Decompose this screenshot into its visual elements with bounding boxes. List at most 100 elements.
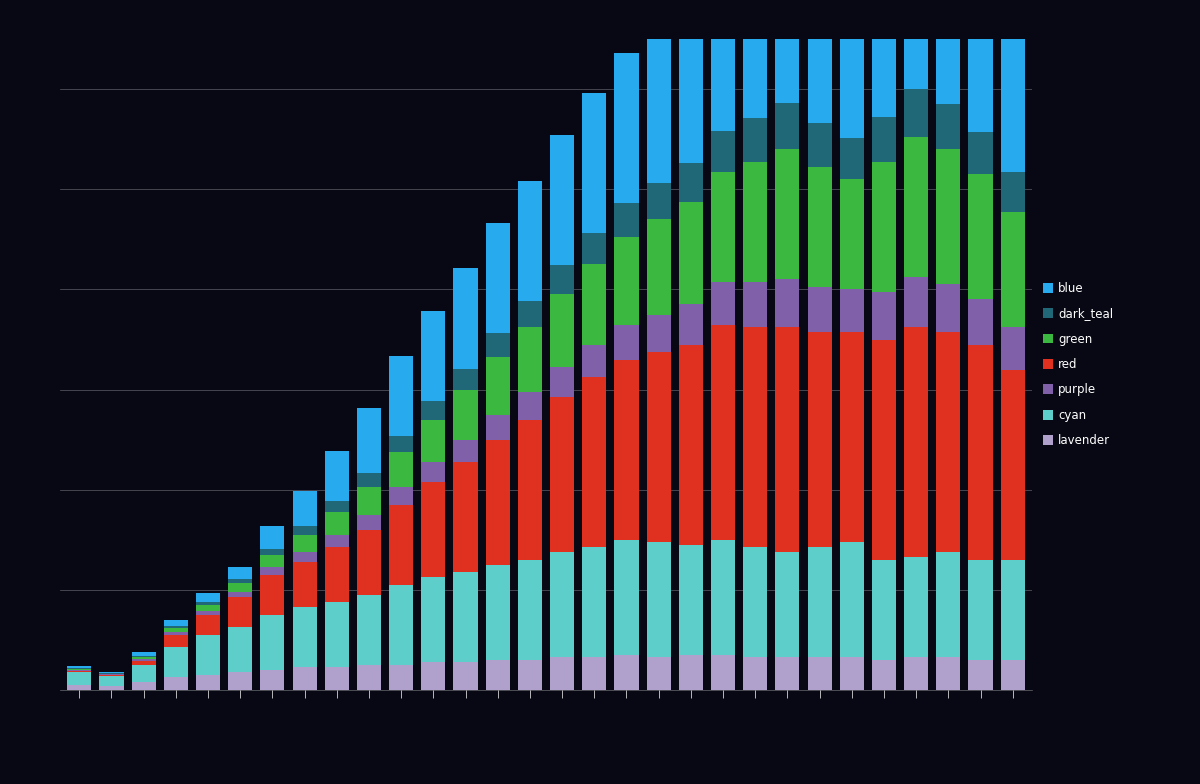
Bar [550,367,574,397]
Bar [421,482,445,577]
Bar [293,535,317,552]
Bar [67,666,91,669]
Bar [100,672,124,673]
Bar [679,655,703,690]
Bar [228,627,252,673]
Bar [132,661,156,665]
Bar [293,608,317,667]
Bar [1001,212,1025,327]
Bar [936,285,960,332]
Bar [582,657,606,690]
Bar [550,397,574,552]
Bar [775,103,799,149]
Bar [679,202,703,304]
Bar [196,593,220,602]
Legend: blue, dark_teal, green, red, purple, cyan, lavender: blue, dark_teal, green, red, purple, cya… [1043,282,1114,447]
Bar [710,131,736,172]
Bar [486,564,510,660]
Bar [325,501,349,512]
Bar [196,611,220,615]
Bar [325,535,349,547]
Bar [421,310,445,401]
Bar [872,660,896,690]
Bar [389,452,413,487]
Bar [454,662,478,690]
Bar [614,655,638,690]
Bar [808,332,832,547]
Bar [132,657,156,659]
Bar [679,545,703,655]
Bar [550,266,574,295]
Bar [228,593,252,597]
Bar [1001,369,1025,560]
Bar [775,657,799,690]
Bar [840,289,864,332]
Bar [356,408,382,474]
Bar [808,547,832,657]
Bar [389,665,413,690]
Bar [775,552,799,657]
Bar [67,670,91,671]
Bar [356,515,382,530]
Bar [163,648,188,677]
Bar [550,552,574,657]
Bar [67,685,91,690]
Bar [743,162,767,282]
Bar [260,568,284,575]
Bar [743,327,767,547]
Bar [260,615,284,670]
Bar [132,652,156,656]
Bar [840,0,864,138]
Bar [486,357,510,415]
Bar [936,0,960,104]
Bar [904,0,929,89]
Bar [647,24,671,183]
Bar [679,0,703,163]
Bar [582,93,606,234]
Bar [293,552,317,562]
Bar [840,657,864,690]
Bar [1001,327,1025,369]
Bar [163,620,188,626]
Bar [356,530,382,595]
Bar [421,463,445,482]
Bar [775,0,799,103]
Bar [808,0,832,123]
Bar [293,526,317,535]
Bar [486,415,510,440]
Bar [325,602,349,667]
Bar [904,89,929,137]
Bar [389,487,413,505]
Bar [196,615,220,635]
Bar [775,279,799,327]
Bar [550,295,574,367]
Bar [647,183,671,220]
Bar [132,665,156,682]
Bar [872,560,896,660]
Bar [1001,172,1025,212]
Bar [872,117,896,162]
Bar [775,327,799,552]
Bar [840,332,864,543]
Bar [968,344,992,560]
Bar [647,314,671,352]
Bar [389,356,413,436]
Bar [743,657,767,690]
Bar [840,138,864,180]
Bar [100,676,124,686]
Bar [486,440,510,564]
Bar [454,440,478,463]
Bar [228,597,252,627]
Bar [518,660,542,690]
Bar [936,657,960,690]
Bar [872,292,896,339]
Bar [582,547,606,657]
Bar [163,626,188,628]
Bar [389,585,413,665]
Bar [454,390,478,440]
Bar [614,325,638,360]
Bar [968,132,992,174]
Bar [421,662,445,690]
Bar [486,333,510,357]
Bar [904,657,929,690]
